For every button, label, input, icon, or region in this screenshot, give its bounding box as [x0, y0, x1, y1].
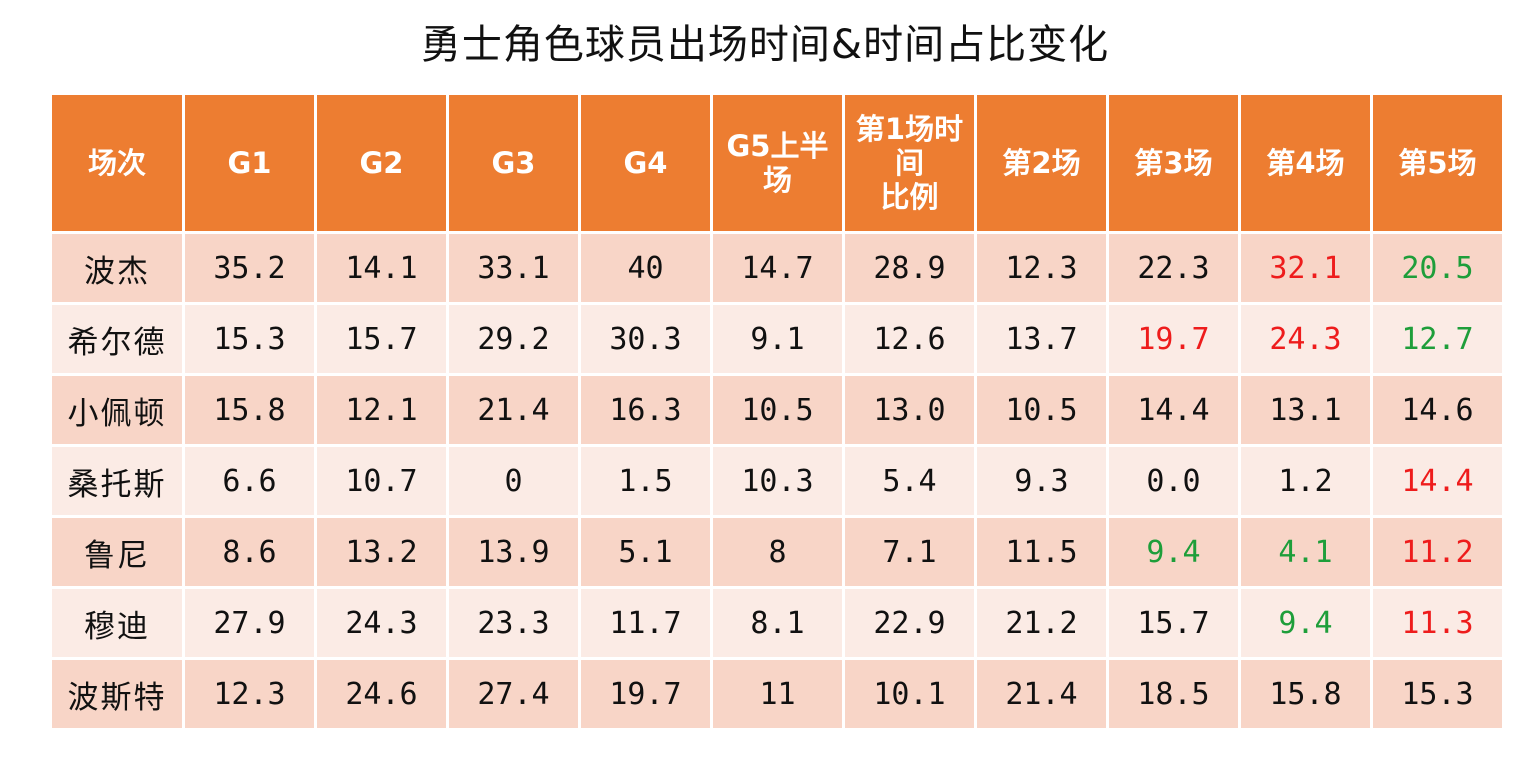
value-cell: 6.6	[185, 447, 314, 515]
value-cell: 12.3	[185, 660, 314, 728]
value-cell: 14.6	[1373, 376, 1502, 444]
value-cell: 15.7	[1109, 589, 1238, 657]
value-cell: 5.1	[581, 518, 710, 586]
value-cell: 24.3	[1241, 305, 1370, 373]
value-cell: 13.9	[449, 518, 578, 586]
minutes-table: 场次 G1 G2 G3 G4 G5上半 场第1场时 间 比例 第2场 第3场 第4场 第5场 波杰…	[49, 92, 1505, 731]
player-name: 希尔德	[52, 305, 182, 373]
value-cell: 15.8	[1241, 660, 1370, 728]
header-cell-label: 场次	[52, 95, 182, 231]
value-cell: 22.9	[845, 589, 974, 657]
value-cell: 13.1	[1241, 376, 1370, 444]
value-cell: 33.1	[449, 234, 578, 302]
value-cell: 9.4	[1109, 518, 1238, 586]
value-cell: 14.4	[1109, 376, 1238, 444]
value-cell: 15.7	[317, 305, 446, 373]
header-cell-4: G4	[581, 95, 710, 231]
value-cell: 11.3	[1373, 589, 1502, 657]
value-cell: 10.1	[845, 660, 974, 728]
value-cell: 12.7	[1373, 305, 1502, 373]
value-cell: 0.0	[1109, 447, 1238, 515]
player-name: 小佩顿	[52, 376, 182, 444]
chart-title: 勇士角色球员出场时间&时间占比变化	[420, 22, 1110, 68]
value-cell: 11.2	[1373, 518, 1502, 586]
value-cell: 19.7	[1109, 305, 1238, 373]
value-cell: 12.3	[977, 234, 1106, 302]
player-name: 穆迪	[52, 589, 182, 657]
value-cell: 10.3	[713, 447, 842, 515]
value-cell: 10.7	[317, 447, 446, 515]
value-cell: 27.4	[449, 660, 578, 728]
value-cell: 21.2	[977, 589, 1106, 657]
value-cell: 9.1	[713, 305, 842, 373]
value-cell: 24.6	[317, 660, 446, 728]
table-row: 穆迪 27.9 24.3 23.3 11.7 8.1 22.9 21.2 15.7 9.4 11.3	[52, 589, 1502, 657]
value-cell: 29.2	[449, 305, 578, 373]
table-row: 波斯特 12.3 24.6 27.4 19.7 11 10.1 21.4 18.5 15.8 15.…	[52, 660, 1502, 728]
value-cell: 7.1	[845, 518, 974, 586]
header-cell-1: G1	[185, 95, 314, 231]
value-cell: 5.4	[845, 447, 974, 515]
table-row: 鲁尼 8.6 13.2 13.9 5.1 8 7.1 11.5 9.4 4.1 11.2	[52, 518, 1502, 586]
value-cell: 12.6	[845, 305, 974, 373]
value-cell: 8.6	[185, 518, 314, 586]
value-cell: 16.3	[581, 376, 710, 444]
value-cell: 11	[713, 660, 842, 728]
value-cell: 13.0	[845, 376, 974, 444]
value-cell: 14.7	[713, 234, 842, 302]
value-cell: 10.5	[713, 376, 842, 444]
table-row: 希尔德 15.3 15.7 29.2 30.3 9.1 12.6 13.7 19.7 24.3 12…	[52, 305, 1502, 373]
value-cell: 32.1	[1241, 234, 1370, 302]
player-name: 波斯特	[52, 660, 182, 728]
header-cell-2: G2	[317, 95, 446, 231]
value-cell: 24.3	[317, 589, 446, 657]
value-cell: 14.1	[317, 234, 446, 302]
value-cell: 15.3	[185, 305, 314, 373]
value-cell: 14.4	[1373, 447, 1502, 515]
header-cell-7: 第2场	[977, 95, 1106, 231]
value-cell: 13.2	[317, 518, 446, 586]
value-cell: 15.8	[185, 376, 314, 444]
header-cell-9: 第4场	[1241, 95, 1370, 231]
value-cell: 9.3	[977, 447, 1106, 515]
value-cell: 28.9	[845, 234, 974, 302]
player-name: 波杰	[52, 234, 182, 302]
value-cell: 27.9	[185, 589, 314, 657]
value-cell: 35.2	[185, 234, 314, 302]
header-cell-10: 第5场	[1373, 95, 1502, 231]
header-cell-5: G5上半 场	[713, 95, 842, 231]
value-cell: 18.5	[1109, 660, 1238, 728]
header-cell-8: 第3场	[1109, 95, 1238, 231]
value-cell: 30.3	[581, 305, 710, 373]
value-cell: 11.5	[977, 518, 1106, 586]
value-cell: 12.1	[317, 376, 446, 444]
value-cell: 1.2	[1241, 447, 1370, 515]
header-row: 场次 G1 G2 G3 G4 G5上半 场第1场时 间 比例 第2场 第3场 第4场 第5场	[52, 95, 1502, 231]
value-cell: 40	[581, 234, 710, 302]
header-cell-3: G3	[449, 95, 578, 231]
value-cell: 1.5	[581, 447, 710, 515]
value-cell: 0	[449, 447, 578, 515]
value-cell: 21.4	[977, 660, 1106, 728]
value-cell: 20.5	[1373, 234, 1502, 302]
player-name: 鲁尼	[52, 518, 182, 586]
table-row: 桑托斯 6.6 10.7 0 1.5 10.3 5.4 9.3 0.0 1.2 14.4	[52, 447, 1502, 515]
value-cell: 21.4	[449, 376, 578, 444]
value-cell: 10.5	[977, 376, 1106, 444]
value-cell: 23.3	[449, 589, 578, 657]
value-cell: 11.7	[581, 589, 710, 657]
value-cell: 8.1	[713, 589, 842, 657]
header-cell-6: 第1场时 间 比例	[845, 95, 974, 231]
value-cell: 13.7	[977, 305, 1106, 373]
player-name: 桑托斯	[52, 447, 182, 515]
value-cell: 22.3	[1109, 234, 1238, 302]
value-cell: 4.1	[1241, 518, 1370, 586]
table-row: 波杰 35.2 14.1 33.1 40 14.7 28.9 12.3 22.3 32.1 20.5	[52, 234, 1502, 302]
value-cell: 19.7	[581, 660, 710, 728]
table-body: 波杰 35.2 14.1 33.1 40 14.7 28.9 12.3 22.3 32.1 20.5…	[52, 234, 1502, 728]
table-row: 小佩顿 15.8 12.1 21.4 16.3 10.5 13.0 10.5 14.4 13.1 1…	[52, 376, 1502, 444]
value-cell: 9.4	[1241, 589, 1370, 657]
value-cell: 15.3	[1373, 660, 1502, 728]
value-cell: 8	[713, 518, 842, 586]
